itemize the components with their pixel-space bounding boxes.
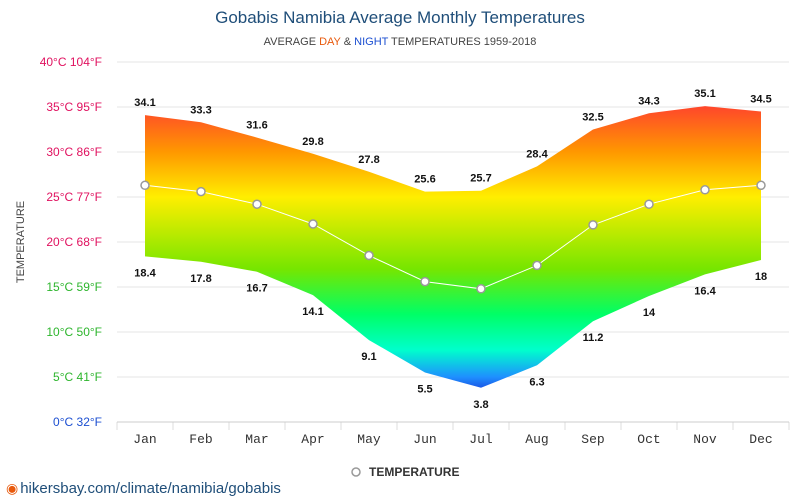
average-point (588, 220, 598, 230)
day-value-label: 29.8 (302, 136, 323, 148)
average-point (308, 219, 318, 229)
average-point (476, 284, 486, 294)
day-value-label: 31.6 (246, 120, 267, 132)
average-point (756, 180, 766, 191)
x-tick-label: Dec (749, 432, 772, 447)
subtitle-suffix: TEMPERATURES 1959-2018 (388, 36, 537, 48)
y-tick-label: 30°C 86°F (46, 145, 102, 159)
night-value-label: 18.4 (134, 267, 156, 279)
night-value-label: 18 (755, 271, 767, 283)
temperature-band (145, 106, 761, 388)
x-tick-label: Jan (133, 432, 156, 447)
day-value-label: 34.3 (638, 95, 659, 107)
average-point (196, 186, 206, 197)
average-point (644, 199, 654, 209)
location-pin-icon: ◉ (6, 480, 19, 496)
average-point (140, 180, 150, 191)
x-tick-label: Apr (301, 432, 324, 447)
day-value-label: 25.7 (470, 173, 491, 185)
night-value-label: 17.8 (190, 273, 211, 285)
source-url: hikersbay.com/climate/namibia/gobabis (20, 480, 281, 497)
day-value-label: 34.5 (750, 94, 771, 106)
x-tick-label: Aug (525, 432, 548, 447)
y-tick-label: 25°C 77°F (46, 190, 102, 204)
y-tick-label: 40°C 104°F (40, 55, 102, 69)
subtitle-day: DAY (319, 36, 341, 48)
y-tick-label: 0°C 32°F (53, 415, 102, 429)
average-line (144, 184, 762, 290)
day-value-label: 33.3 (190, 104, 211, 116)
x-tick-label: Jun (413, 432, 436, 447)
source-link[interactable]: ◉ hikersbay.com/climate/namibia/gobabis (6, 480, 281, 497)
day-value-label: 27.8 (358, 154, 379, 166)
subtitle-night: NIGHT (354, 36, 389, 48)
x-tick-label: Feb (189, 432, 212, 447)
y-tick-label: 10°C 50°F (46, 325, 102, 339)
y-tick-label: 15°C 59°F (46, 280, 102, 294)
day-value-label: 28.4 (526, 148, 548, 160)
subtitle-amp: & (340, 36, 355, 48)
night-value-label: 5.5 (417, 384, 432, 396)
night-value-label: 11.2 (583, 332, 604, 344)
average-point (420, 276, 430, 287)
y-tick-label: 35°C 95°F (46, 100, 102, 114)
x-tick-label: Jul (469, 432, 493, 447)
average-point (364, 250, 374, 261)
y-tick-label: 20°C 68°F (46, 235, 102, 249)
average-point (252, 199, 262, 209)
average-point (700, 185, 710, 195)
x-tick-label: Nov (693, 432, 717, 447)
subtitle-prefix: AVERAGE (263, 36, 320, 48)
y-axis-label: TEMPERATURE (15, 201, 27, 283)
night-value-label: 3.8 (473, 399, 488, 411)
night-value-label: 16.7 (246, 283, 267, 295)
night-value-label: 9.1 (361, 351, 376, 363)
chart-title: Gobabis Namibia Average Monthly Temperat… (215, 8, 585, 27)
chart-subtitle: AVERAGE DAY & NIGHT TEMPERATURES 1959-20… (0, 36, 800, 48)
x-tick-label: Oct (637, 432, 660, 447)
average-point (532, 260, 542, 271)
day-value-label: 35.1 (694, 88, 715, 100)
night-value-label: 6.3 (529, 376, 544, 388)
night-value-label: 14.1 (302, 306, 323, 318)
legend-label: TEMPERATURE (369, 465, 459, 479)
x-tick-label: May (357, 432, 381, 447)
night-value-label: 14 (643, 307, 656, 319)
legend-marker (351, 467, 361, 477)
x-tick-label: Mar (245, 432, 268, 447)
night-value-label: 16.4 (694, 285, 716, 297)
day-value-label: 25.6 (414, 174, 435, 186)
day-value-label: 32.5 (582, 112, 603, 124)
y-tick-label: 5°C 41°F (53, 370, 102, 384)
day-value-label: 34.1 (134, 97, 155, 109)
x-tick-label: Sep (581, 432, 604, 447)
